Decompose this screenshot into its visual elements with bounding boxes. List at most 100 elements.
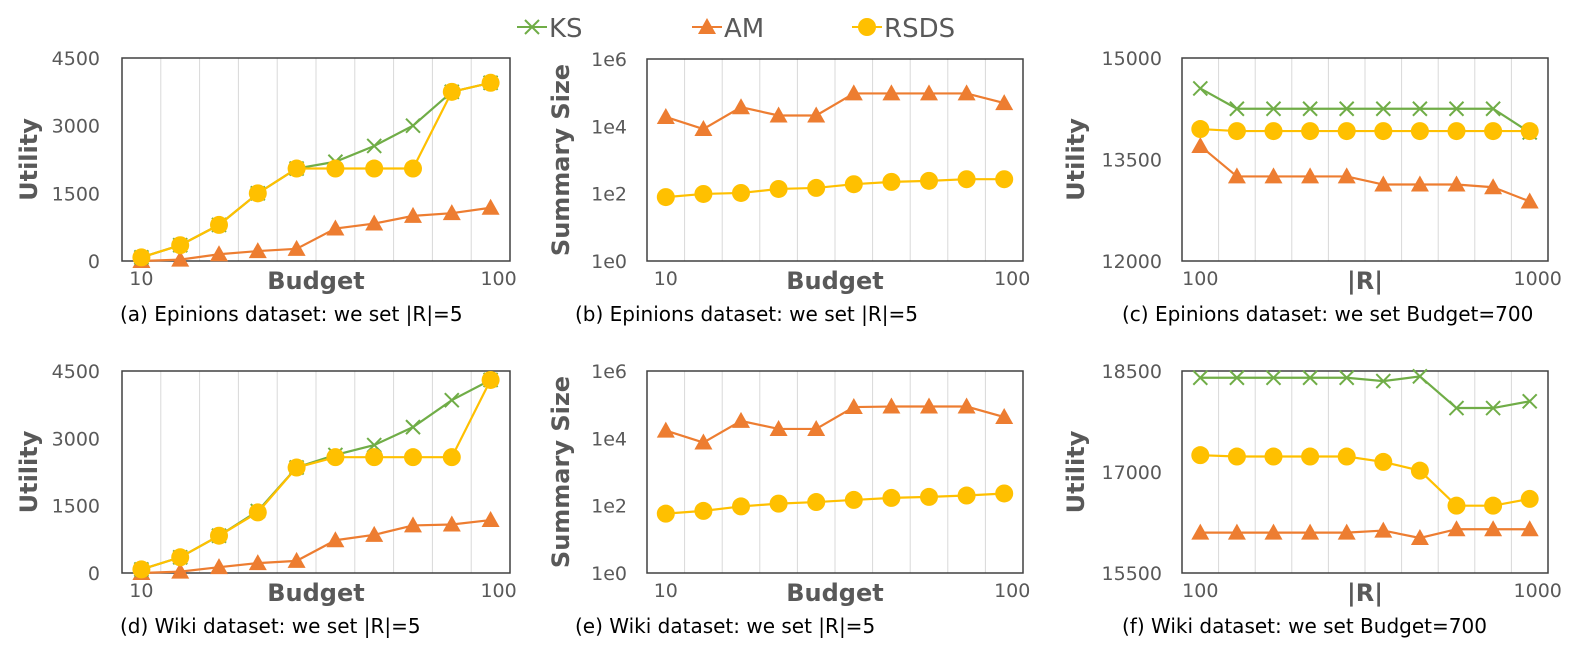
x-marker	[524, 19, 540, 35]
circle-marker	[1484, 122, 1503, 141]
triangle-marker	[1374, 521, 1393, 538]
circle-marker	[656, 188, 675, 207]
subplot-a: 0 1500 3000 4500 10 100 Budget Utility (a) Epini…	[15, 48, 517, 326]
x-axis-label: Budget	[786, 267, 884, 295]
circle-marker	[132, 560, 151, 579]
x-axis-label: |R|	[1347, 267, 1383, 295]
series-line	[141, 518, 491, 575]
caption: (e) Wiki dataset: we set |R|=5	[575, 614, 875, 638]
circle-marker	[1301, 122, 1320, 141]
series-line	[141, 81, 491, 259]
x-tick-label: 100	[1182, 580, 1218, 602]
circle-marker	[1374, 122, 1393, 141]
circle-marker	[957, 170, 976, 189]
circle-marker	[882, 488, 901, 507]
circle-marker	[1264, 122, 1283, 141]
triangle-marker	[957, 397, 976, 414]
y-tick-label: 15500	[1102, 563, 1162, 585]
circle-marker	[807, 493, 826, 512]
triangle-marker	[920, 84, 938, 101]
y-tick-label: 0	[88, 563, 100, 585]
circle-marker	[694, 501, 713, 520]
series-line	[665, 492, 1005, 515]
x-tick-label: 10	[129, 268, 153, 290]
x-marker	[1229, 101, 1245, 117]
triangle-marker	[1374, 175, 1393, 192]
circle-marker	[1337, 122, 1356, 141]
y-tick-label: 13500	[1102, 150, 1162, 172]
circle-marker	[858, 18, 876, 36]
triangle-marker	[807, 419, 826, 436]
circle-marker	[171, 236, 190, 255]
series-am	[1191, 520, 1539, 545]
circle-marker	[365, 448, 384, 467]
y-tick-label: 1e2	[591, 184, 627, 206]
circle-marker	[326, 448, 345, 467]
x-marker	[1192, 370, 1209, 386]
x-marker	[1375, 373, 1392, 389]
triangle-marker	[442, 204, 461, 221]
x-marker	[366, 138, 382, 154]
circle-marker	[920, 171, 938, 190]
x-tick-label: 10	[129, 580, 153, 602]
y-axis-label: Utility	[1062, 118, 1090, 201]
circle-marker	[807, 178, 826, 197]
triangle-marker	[248, 554, 267, 571]
legend-label: AM	[724, 14, 764, 44]
series-rsds	[1191, 446, 1539, 515]
circle-marker	[287, 458, 306, 477]
triangle-marker	[248, 242, 267, 259]
subplot-f: 15500 17000 18500 100 1000 |R| Utility (f) Wiki…	[1062, 361, 1562, 638]
caption: (b) Epinions dataset: we set |R|=5	[575, 302, 918, 326]
circle-marker	[732, 183, 750, 202]
x-marker	[1521, 393, 1538, 410]
y-tick-label: 3000	[52, 116, 100, 138]
y-tick-label: 1e4	[591, 116, 627, 138]
triangle-marker	[1484, 520, 1503, 537]
triangle-marker	[171, 562, 190, 579]
x-axis-label: Budget	[267, 267, 365, 295]
triangle-marker	[1301, 523, 1320, 540]
series-line	[665, 178, 1005, 199]
circle-marker	[1264, 447, 1283, 466]
circle-marker	[694, 184, 713, 203]
circle-marker	[844, 490, 863, 509]
triangle-marker	[1520, 192, 1539, 209]
circle-marker	[1337, 447, 1356, 466]
y-axis-label: Summary Size	[547, 64, 575, 256]
triangle-marker	[844, 84, 863, 101]
triangle-marker	[694, 433, 713, 450]
circle-marker	[995, 170, 1014, 189]
series-rsds	[1191, 120, 1539, 141]
triangle-marker	[732, 98, 750, 115]
y-axis-label: Utility	[1062, 430, 1090, 513]
triangle-marker	[769, 419, 788, 436]
legend-item-ks: KS	[517, 14, 583, 44]
circle-marker	[882, 172, 901, 191]
series-rsds	[132, 370, 500, 579]
y-tick-label: 18500	[1102, 361, 1162, 383]
triangle-marker	[1410, 528, 1429, 545]
triangle-marker	[1227, 523, 1246, 540]
y-axis-label: Utility	[15, 118, 43, 201]
x-marker	[1338, 370, 1355, 386]
triangle-marker	[957, 84, 976, 101]
series-rsds	[656, 484, 1014, 523]
legend-label: RSDS	[884, 14, 955, 44]
subplot-e: 1e0 1e2 1e4 1e6 10 100 Budget Summary Size (e) W…	[547, 361, 1030, 638]
circle-marker	[957, 486, 976, 505]
series-line	[665, 92, 1005, 131]
circle-marker	[404, 448, 422, 467]
triangle-marker	[404, 206, 422, 223]
triangle-marker	[1191, 523, 1210, 540]
triangle-marker	[365, 525, 384, 542]
circle-marker	[1227, 447, 1246, 466]
triangle-marker	[1520, 520, 1539, 537]
triangle-marker	[1484, 178, 1503, 195]
y-tick-label: 4500	[52, 361, 100, 383]
circle-marker	[248, 184, 267, 203]
series-line	[141, 379, 492, 571]
circle-marker	[210, 526, 228, 545]
x-marker	[444, 392, 460, 408]
